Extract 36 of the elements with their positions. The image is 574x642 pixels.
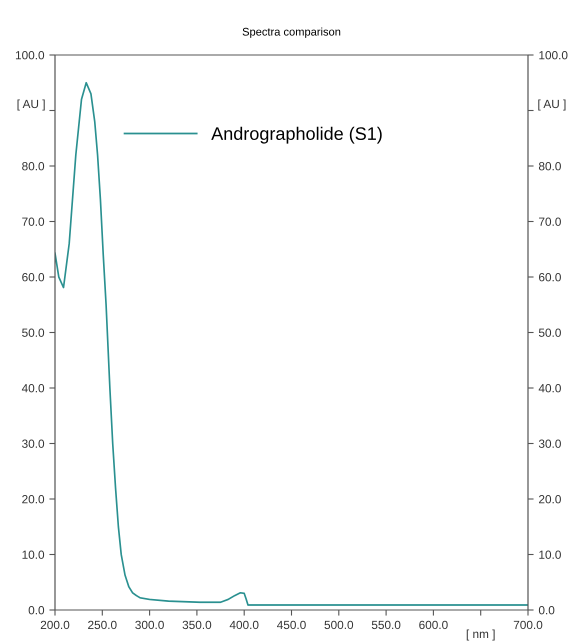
x-tick-label: 200.0 (40, 620, 70, 630)
x-tick-label: 600.0 (419, 620, 448, 630)
y2-tick-label: 70.0 (539, 218, 561, 226)
x-tick-label: 250.0 (88, 620, 117, 630)
chart-title: Spectra comparison (242, 28, 340, 38)
x-axis-title: [ nm ] (466, 629, 495, 640)
y-tick-label: 80.0 (22, 162, 44, 170)
legend-label: Andrographolide (S1) (211, 126, 382, 144)
y2-axis-title: [ AU ] (538, 99, 566, 110)
y-tick-label: 10.0 (22, 550, 44, 559)
y2-tick-label: 50.0 (538, 328, 561, 337)
line-series (55, 82, 528, 606)
y2-tick-label: 10.0 (539, 550, 561, 559)
y-tick-label: 50.0 (22, 328, 44, 337)
y-tick-label: 30.0 (22, 440, 44, 448)
y-tick-label: 60.0 (22, 273, 44, 282)
y-tick-label: 40.0 (22, 384, 44, 392)
x-tick-label: 550.0 (372, 620, 400, 630)
x-tick-label: 700.0 (514, 620, 542, 630)
y-tick-label: 0.0 (28, 606, 44, 614)
x-tick-label: 400.0 (230, 620, 259, 630)
y-tick-label: 100.0 (16, 51, 44, 60)
y2-tick-label: 30.0 (538, 440, 561, 448)
y2-tick-label: 80.0 (538, 162, 561, 170)
x-tick-label: 450.0 (277, 620, 306, 630)
y-axis-title: [ AU ] (18, 99, 45, 110)
x-tick-label: 500.0 (324, 620, 354, 630)
y2-tick-label: 100.0 (539, 51, 568, 60)
y2-tick-label: 20.0 (539, 495, 561, 504)
x-tick-label: 300.0 (135, 620, 164, 630)
y2-tick-label: 60.0 (539, 273, 561, 282)
y2-tick-label: 40.0 (538, 384, 561, 392)
y-tick-label: 20.0 (22, 495, 44, 504)
x-tick-label: 350.0 (182, 620, 212, 630)
y2-tick-label: 0.0 (538, 606, 554, 614)
y-tick-label: 70.0 (22, 218, 44, 226)
